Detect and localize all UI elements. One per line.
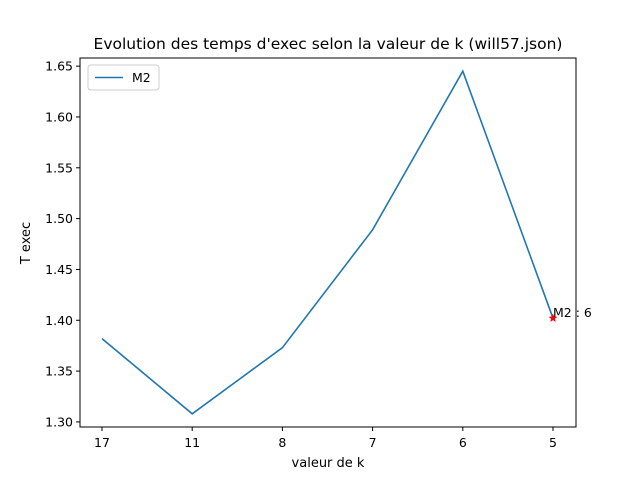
x-tick-label: 8 (278, 435, 286, 450)
x-tick-label: 5 (549, 435, 557, 450)
y-tick-label: 1.50 (45, 211, 73, 226)
x-tick-label: 6 (459, 435, 467, 450)
y-tick-label: 1.55 (45, 160, 73, 175)
plot-frame (79, 57, 577, 428)
legend-box (87, 64, 160, 91)
y-tick-label: 1.65 (45, 59, 73, 74)
y-axis-label: T exec (19, 222, 34, 265)
x-tick-label: 17 (94, 435, 110, 450)
x-tick-label: 7 (369, 435, 377, 450)
y-tick-label: 1.30 (45, 414, 73, 429)
y-tick-label: 1.45 (45, 262, 73, 277)
legend-label: M2 (132, 70, 151, 85)
y-tick-label: 1.40 (45, 313, 73, 328)
y-tick-label: 1.35 (45, 364, 73, 379)
chart-title: Evolution des temps d'exec selon la vale… (94, 35, 563, 53)
plot-area: 17 11 8 7 6 5 1.30 1.35 1.40 1.45 1.50 1.55 1.60 1.65… (45, 57, 592, 450)
annotation-label: M2 : 6 (553, 305, 592, 320)
y-tick-label: 1.60 (45, 109, 73, 124)
legend: M2 (87, 64, 160, 91)
marker-star (548, 313, 558, 323)
series-line-m2 (101, 69, 554, 415)
x-axis-label: valeur de k (292, 456, 365, 471)
x-tick-label: 11 (184, 435, 200, 450)
